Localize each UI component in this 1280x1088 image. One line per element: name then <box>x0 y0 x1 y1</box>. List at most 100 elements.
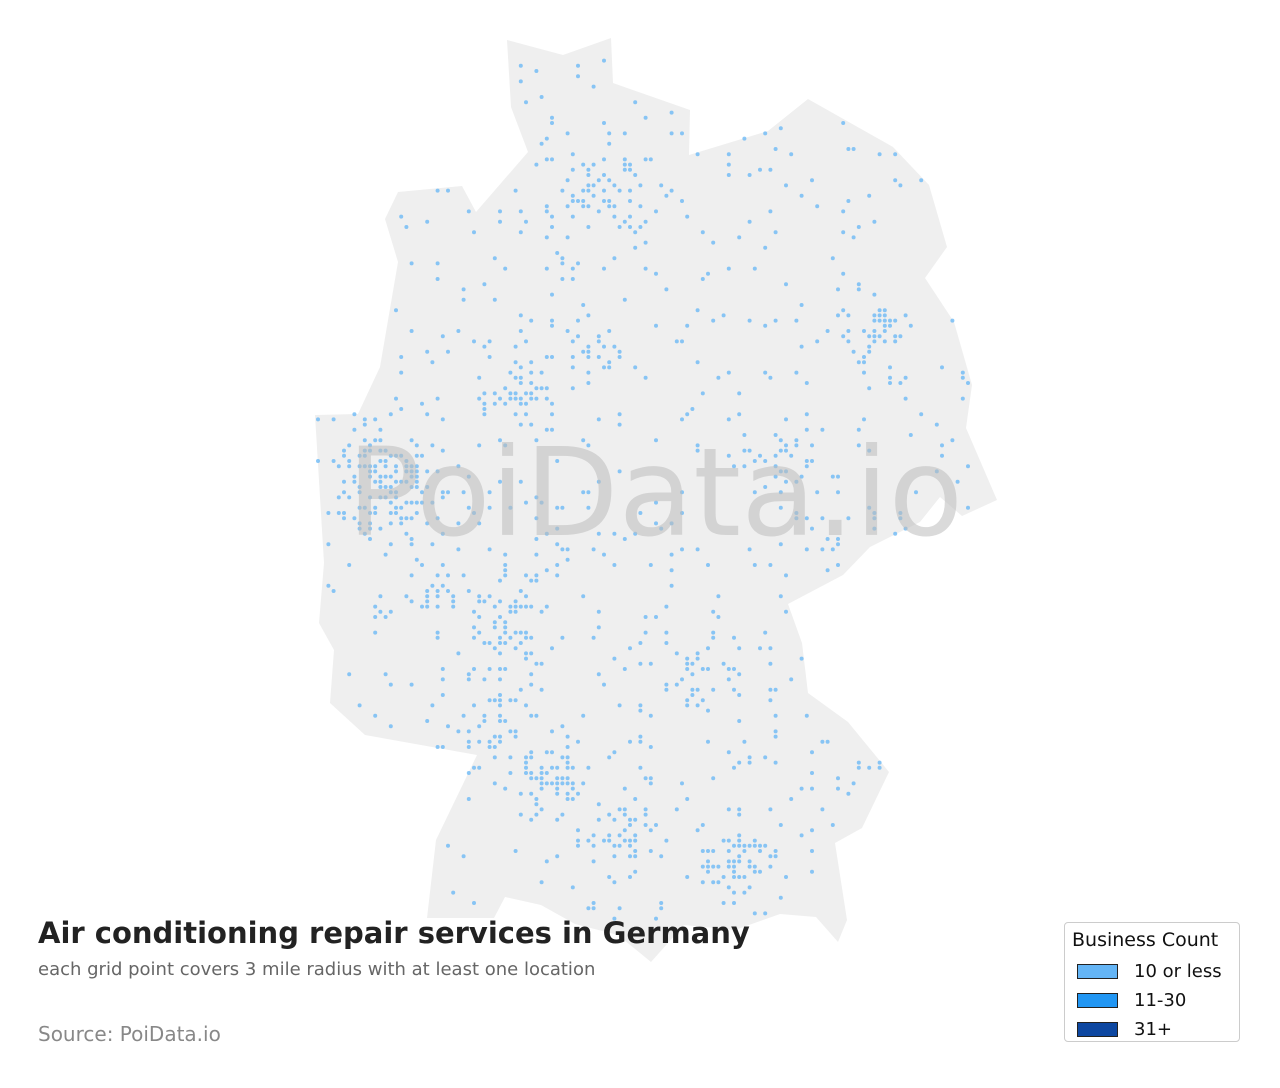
grid-point <box>539 776 544 781</box>
grid-point <box>456 547 461 552</box>
grid-point <box>440 531 445 536</box>
grid-point <box>409 537 414 541</box>
grid-point <box>763 459 768 463</box>
grid-point <box>362 438 367 443</box>
grid-point <box>498 578 502 583</box>
grid-point <box>596 417 601 422</box>
grid-point <box>685 698 690 703</box>
grid-point <box>388 485 393 489</box>
grid-point <box>784 573 788 578</box>
grid-point <box>830 823 835 827</box>
grid-point <box>804 713 809 718</box>
legend-swatch <box>1077 1022 1118 1037</box>
grid-point <box>576 838 580 843</box>
grid-point <box>810 786 814 791</box>
grid-point <box>747 859 752 864</box>
grid-point <box>607 329 612 333</box>
grid-point <box>576 791 580 796</box>
grid-point <box>846 516 851 521</box>
grid-point <box>539 500 544 505</box>
grid-point <box>737 693 742 697</box>
grid-point <box>966 381 970 385</box>
grid-point <box>690 407 695 411</box>
grid-point <box>482 344 487 349</box>
grid-point <box>414 500 419 505</box>
grid-point <box>872 516 877 521</box>
grid-point <box>633 531 638 536</box>
grid-point <box>737 854 742 859</box>
grid-point <box>726 885 731 890</box>
grid-point <box>622 786 627 791</box>
grid-point <box>466 677 471 682</box>
grid-point <box>550 401 554 406</box>
grid-point <box>602 188 606 193</box>
grid-point <box>477 443 482 448</box>
grid-point <box>529 755 534 760</box>
grid-point <box>841 271 846 276</box>
grid-point <box>888 365 892 370</box>
grid-point <box>820 807 825 812</box>
grid-point <box>492 781 497 786</box>
grid-point <box>596 817 601 822</box>
grid-point <box>524 604 528 609</box>
grid-point <box>487 355 492 359</box>
grid-point <box>544 355 549 359</box>
grid-point <box>877 318 882 323</box>
grid-point <box>622 838 627 843</box>
grid-point <box>742 849 747 853</box>
grid-point <box>529 578 534 583</box>
grid-point <box>586 349 591 354</box>
grid-point <box>768 854 773 859</box>
grid-point <box>524 760 528 765</box>
grid-point <box>347 495 352 500</box>
grid-point <box>399 521 404 526</box>
grid-point <box>378 495 383 500</box>
grid-point <box>404 459 409 463</box>
grid-point <box>799 833 804 838</box>
grid-point <box>612 843 617 848</box>
grid-point <box>518 396 523 401</box>
grid-point <box>737 833 742 838</box>
grid-point <box>565 734 570 739</box>
grid-point <box>399 355 404 359</box>
grid-point <box>763 843 768 848</box>
grid-point <box>487 490 492 495</box>
grid-point <box>742 875 747 879</box>
grid-point <box>342 453 346 458</box>
grid-point <box>362 531 367 536</box>
grid-point <box>908 433 913 437</box>
grid-point <box>378 448 383 453</box>
grid-point <box>778 895 783 900</box>
grid-point <box>607 875 612 879</box>
grid-point <box>373 630 378 635</box>
grid-point <box>435 604 440 609</box>
grid-point <box>347 459 352 463</box>
grid-point <box>357 464 362 469</box>
grid-point <box>435 469 440 474</box>
grid-point <box>659 183 664 188</box>
grid-point <box>940 443 944 448</box>
grid-point <box>664 287 669 292</box>
grid-point <box>544 235 549 240</box>
grid-point <box>804 516 809 521</box>
grid-point <box>498 739 502 744</box>
grid-point <box>466 505 471 510</box>
grid-point <box>617 469 622 474</box>
grid-point <box>706 271 710 276</box>
grid-point <box>404 516 409 521</box>
grid-point <box>586 490 591 495</box>
grid-point <box>752 911 757 916</box>
grid-point <box>472 703 476 708</box>
grid-point <box>461 713 466 718</box>
grid-point <box>856 360 861 365</box>
grid-point <box>560 776 565 781</box>
grid-point <box>539 880 544 885</box>
grid-point <box>711 880 716 885</box>
grid-point <box>368 469 372 474</box>
grid-point <box>513 849 518 853</box>
grid-point <box>357 703 362 708</box>
grid-point <box>440 334 445 339</box>
grid-point <box>565 547 570 552</box>
grid-point <box>643 812 648 817</box>
